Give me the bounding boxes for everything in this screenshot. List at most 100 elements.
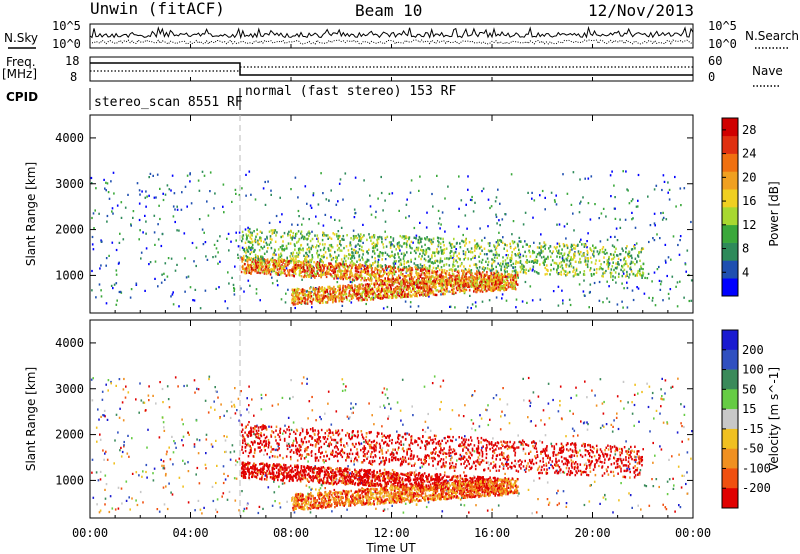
- data-cell: [454, 306, 456, 309]
- data-cell: [418, 235, 421, 239]
- data-cell: [316, 293, 319, 296]
- data-cell: [501, 278, 503, 281]
- data-cell: [400, 280, 403, 283]
- data-cell: [277, 248, 280, 251]
- data-cell: [93, 227, 95, 230]
- data-cell: [278, 273, 281, 276]
- data-cell: [493, 288, 496, 291]
- data-cell: [502, 260, 504, 263]
- data-cell: [416, 268, 419, 271]
- data-cell: [322, 297, 324, 300]
- data-cell: [296, 295, 298, 299]
- data-cell: [343, 265, 346, 269]
- data-cell: [322, 301, 324, 304]
- data-cell: [500, 272, 503, 276]
- data-cell: [319, 242, 321, 246]
- data-cell: [381, 289, 383, 293]
- data-cell: [469, 250, 472, 253]
- data-cell: [593, 250, 595, 253]
- data-cell: [291, 268, 294, 271]
- data-cell: [395, 278, 397, 281]
- data-cell: [461, 276, 464, 279]
- data-cell: [243, 250, 246, 253]
- data-cell: [331, 293, 333, 296]
- data-cell: [328, 262, 330, 265]
- data-cell: [308, 218, 310, 221]
- data-cell: [499, 202, 501, 205]
- data-cell: [139, 229, 141, 232]
- data-cell: [465, 269, 468, 272]
- data-cell: [350, 237, 352, 240]
- data-cell: [431, 290, 434, 294]
- data-cell: [412, 277, 414, 280]
- data-cell: [497, 188, 499, 191]
- data-cell: [296, 223, 299, 226]
- data-cell: [394, 253, 396, 256]
- data-cell: [373, 423, 375, 426]
- data-cell: [305, 260, 308, 264]
- data-cell: [297, 299, 300, 302]
- data-cell: [234, 265, 236, 268]
- data-cell: [253, 432, 255, 436]
- data-cell: [419, 466, 422, 469]
- data-cell: [418, 272, 420, 275]
- data-cell: [325, 275, 328, 279]
- data-cell: [385, 288, 388, 292]
- data-cell: [573, 229, 575, 232]
- data-cell: [355, 292, 358, 295]
- data-cell: [390, 244, 392, 247]
- data-cell: [653, 239, 656, 242]
- cpid-segment-2: normal (fast stereo) 153 RF: [245, 84, 456, 99]
- data-cell: [280, 298, 283, 301]
- data-cell: [614, 271, 617, 274]
- data-cell: [293, 292, 296, 295]
- data-cell: [351, 289, 354, 292]
- data-cell: [579, 240, 581, 243]
- data-cell: [533, 479, 535, 482]
- data-cell: [316, 267, 319, 271]
- data-cell: [356, 277, 359, 280]
- data-cell: [410, 260, 412, 263]
- data-cell: [549, 245, 552, 248]
- data-cell: [330, 244, 333, 247]
- data-cell: [477, 244, 479, 247]
- data-cell: [318, 263, 321, 266]
- y-tick-label: 4000: [55, 131, 84, 145]
- data-cell: [499, 287, 502, 291]
- data-cell: [627, 265, 629, 268]
- data-cell: [507, 284, 510, 287]
- data-cell: [606, 251, 608, 255]
- data-cell: [253, 262, 255, 265]
- data-cell: [526, 243, 528, 246]
- data-cell: [185, 276, 188, 279]
- data-cell: [267, 271, 270, 275]
- data-cell: [285, 274, 288, 277]
- data-cell: [376, 264, 379, 268]
- data-cell: [272, 266, 275, 269]
- data-cell: [329, 262, 332, 265]
- data-cell: [115, 269, 118, 272]
- data-cell: [451, 268, 454, 272]
- data-cell: [304, 260, 306, 263]
- data-cell: [676, 431, 679, 434]
- data-cell: [451, 288, 453, 292]
- data-cell: [480, 245, 483, 248]
- data-cell: [584, 243, 587, 246]
- data-cell: [189, 173, 191, 176]
- data-cell: [309, 264, 311, 267]
- data-cell: [580, 238, 582, 241]
- data-cell: [343, 297, 345, 300]
- data-cell: [528, 245, 530, 248]
- data-cell: [357, 233, 360, 236]
- data-cell: [467, 283, 470, 286]
- data-cell: [501, 276, 504, 279]
- data-cell: [469, 279, 471, 283]
- data-cell: [629, 267, 631, 270]
- data-cell: [184, 257, 186, 260]
- data-cell: [385, 269, 388, 272]
- data-cell: [431, 254, 433, 257]
- data-cell: [371, 235, 373, 238]
- data-cell: [427, 426, 429, 429]
- data-cell: [368, 278, 370, 281]
- data-cell: [622, 272, 625, 275]
